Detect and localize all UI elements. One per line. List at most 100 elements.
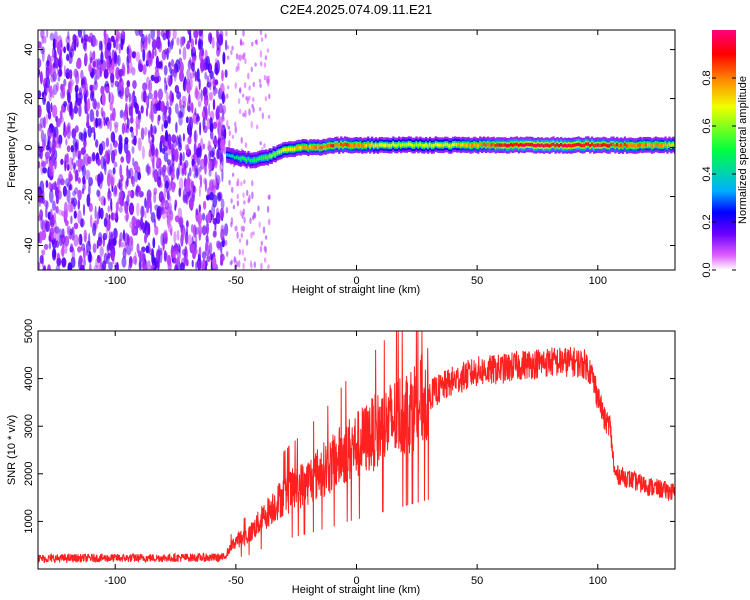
- heatmap-noise-cell: [220, 251, 223, 260]
- heatmap-noise-cell: [93, 80, 98, 91]
- heatmap-noise-cell: [221, 154, 224, 167]
- snr-y-tick-label: 4000: [23, 366, 35, 390]
- heatmap-signal-cell: [538, 143, 542, 148]
- heatmap-noise-cell: [148, 130, 151, 144]
- heatmap-noise-cell: [151, 258, 156, 266]
- heatmap-noise-cell: [155, 102, 161, 111]
- heatmap-signal-cell: [268, 154, 271, 158]
- heatmap-noise-cell: [54, 30, 58, 42]
- heatmap-noise-cell: [252, 97, 255, 102]
- heatmap-noise-cell: [75, 88, 78, 103]
- heatmap-noise-cell: [209, 180, 214, 192]
- heatmap-noise-cell: [252, 81, 255, 88]
- heatmap-noise-cell: [218, 103, 223, 114]
- heatmap-noise-cell: [64, 209, 68, 219]
- heatmap-noise-cell: [58, 68, 63, 78]
- spectrogram-x-tick-label: 50: [471, 275, 483, 287]
- heatmap-noise-cell: [175, 59, 181, 73]
- heatmap-noise-cell: [103, 197, 106, 206]
- heatmap-noise-cell: [161, 135, 166, 143]
- heatmap-signal-cell: [502, 143, 505, 147]
- heatmap-noise-cell: [67, 91, 71, 104]
- heatmap-noise-cell: [128, 48, 133, 59]
- heatmap-noise-cell: [104, 47, 109, 60]
- heatmap-signal-cell: [380, 143, 383, 147]
- snr-y-tick-label: 3000: [23, 414, 35, 438]
- heatmap-signal-cell: [540, 143, 544, 147]
- heatmap-signal-cell: [554, 144, 557, 148]
- heatmap-noise-cell: [107, 205, 111, 213]
- spectrogram-y-tick-label: 40: [23, 43, 35, 55]
- heatmap-signal-cell: [585, 142, 588, 146]
- heatmap-noise-cell: [227, 85, 230, 90]
- heatmap-noise-cell: [203, 94, 209, 107]
- heatmap-noise-cell: [69, 243, 74, 253]
- heatmap-signal-cell: [620, 143, 623, 147]
- heatmap-noise-cell: [54, 149, 58, 160]
- heatmap-noise-cell: [263, 74, 267, 81]
- heatmap-noise-cell: [145, 107, 149, 117]
- heatmap-noise-cell: [264, 257, 267, 263]
- heatmap-signal-cell: [616, 142, 619, 147]
- heatmap-noise-cell: [117, 90, 123, 98]
- heatmap-signal-cell: [587, 142, 590, 146]
- heatmap-signal-cell: [253, 158, 256, 162]
- heatmap-noise-cell: [140, 127, 145, 140]
- heatmap-noise-cell: [176, 135, 179, 146]
- heatmap-noise-cell: [182, 227, 185, 241]
- heatmap-noise-cell: [78, 131, 83, 141]
- heatmap-noise-cell: [64, 244, 68, 254]
- heatmap-noise-cell: [264, 96, 268, 102]
- heatmap-noise-cell: [128, 167, 134, 180]
- heatmap-noise-cell: [91, 152, 96, 162]
- heatmap-signal-cell: [357, 143, 360, 148]
- heatmap-noise-cell: [66, 188, 71, 203]
- heatmap-signal-cell: [604, 143, 607, 147]
- heatmap-noise-cell: [201, 110, 205, 118]
- heatmap-noise-cell: [179, 216, 184, 228]
- heatmap-noise-cell: [222, 51, 226, 65]
- heatmap-signal-cell: [531, 143, 534, 147]
- heatmap-noise-cell: [203, 200, 207, 210]
- heatmap-noise-cell: [154, 148, 159, 158]
- heatmap-signal-cell: [481, 143, 484, 147]
- heatmap-noise-cell: [205, 55, 211, 70]
- heatmap-signal-cell: [382, 143, 385, 147]
- spectrogram-y-tick-label: 0: [23, 144, 35, 150]
- heatmap-noise-cell: [215, 30, 219, 41]
- heatmap-noise-cell: [182, 46, 187, 61]
- heatmap-noise-cell: [193, 142, 197, 155]
- heatmap-noise-cell: [191, 243, 196, 254]
- heatmap-noise-cell: [260, 37, 264, 42]
- heatmap-noise-cell: [135, 51, 141, 62]
- heatmap-noise-cell: [170, 144, 174, 156]
- spectrogram-x-axis-label: Height of straight line (km): [292, 284, 420, 296]
- heatmap-noise-cell: [120, 156, 124, 163]
- heatmap-noise-cell: [89, 109, 95, 123]
- heatmap-noise-cell: [110, 35, 115, 42]
- heatmap-noise-cell: [185, 78, 188, 86]
- heatmap-noise-cell: [179, 177, 184, 191]
- heatmap-noise-cell: [189, 116, 194, 131]
- heatmap-noise-cell: [220, 137, 226, 152]
- heatmap-signal-cell: [340, 142, 343, 146]
- heatmap-noise-cell: [163, 229, 168, 239]
- heatmap-noise-cell: [267, 114, 271, 119]
- heatmap-noise-cell: [119, 68, 124, 76]
- heatmap-noise-cell: [142, 82, 148, 91]
- heatmap-noise-cell: [77, 199, 81, 210]
- heatmap-noise-cell: [186, 68, 191, 80]
- heatmap-noise-cell: [131, 227, 137, 234]
- heatmap-noise-cell: [203, 125, 208, 134]
- heatmap-signal-cell: [251, 158, 254, 163]
- heatmap-noise-cell: [193, 30, 199, 39]
- heatmap-noise-cell: [61, 245, 65, 258]
- heatmap-noise-cell: [194, 234, 198, 248]
- heatmap-noise-cell: [221, 69, 224, 82]
- heatmap-signal-cell: [452, 142, 455, 147]
- heatmap-signal-cell: [637, 143, 640, 148]
- heatmap-noise-cell: [208, 169, 212, 177]
- heatmap-noise-cell: [103, 68, 109, 79]
- heatmap-signal-cell: [436, 143, 439, 147]
- heatmap-noise-cell: [208, 91, 213, 101]
